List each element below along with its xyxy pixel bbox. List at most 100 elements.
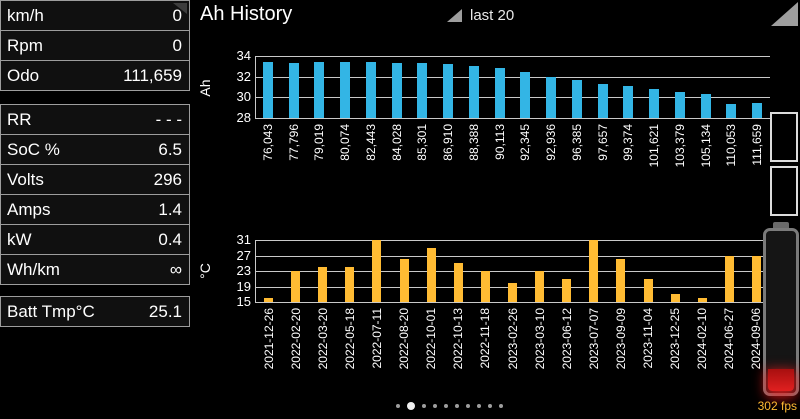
gauge-row-wh-km: Wh/km ∞ — [0, 254, 190, 285]
gauge-value-volts: 296 — [153, 169, 182, 189]
bar — [643, 278, 653, 302]
x-tick-label: 2024-09-06 — [749, 308, 764, 370]
indicator-box-bottom — [770, 166, 798, 216]
x-tick-label: 90,113 — [492, 124, 507, 160]
x-tick-label: 97,657 — [595, 124, 610, 161]
range-selector[interactable]: last 20 — [470, 7, 515, 24]
page-dot[interactable] — [455, 404, 459, 408]
x-tick-label: 2022-11-18 — [478, 308, 493, 369]
x-tick-label: 2022-02-20 — [288, 308, 303, 370]
page-dot-active[interactable] — [407, 402, 415, 410]
y-tick-label: 28 — [236, 110, 251, 125]
x-tick-label: 92,936 — [544, 124, 559, 161]
range-dropdown-icon[interactable] — [771, 2, 798, 26]
gauge-label-km-h: km/h — [7, 5, 44, 25]
bar — [597, 83, 608, 118]
page-dot[interactable] — [444, 404, 448, 408]
bar — [623, 85, 634, 118]
x-tick-label: 2022-07-11 — [369, 308, 384, 369]
bar — [674, 92, 685, 118]
bar — [391, 63, 402, 118]
gauge-label-kw: kW — [7, 229, 32, 249]
bar — [571, 79, 582, 118]
x-tick-label: 92,345 — [518, 124, 533, 161]
gauge-label-soc: SoC % — [7, 139, 60, 159]
page-indicator[interactable] — [396, 401, 503, 411]
page-dot[interactable] — [499, 404, 503, 408]
gauge-group-2: Batt Tmp°C 25.1 — [0, 296, 190, 327]
gridline — [255, 240, 770, 241]
title-dropdown-icon[interactable] — [447, 9, 462, 22]
y-tick-label: 15 — [236, 294, 251, 309]
bar — [468, 66, 479, 118]
x-tick-label: 99,374 — [621, 124, 636, 161]
page-title[interactable]: Ah History — [200, 3, 293, 25]
x-tick-label: 79,019 — [312, 124, 327, 161]
x-tick-label: 111,659 — [750, 124, 765, 166]
page-dot[interactable] — [466, 404, 470, 408]
gauge-label-amps: Amps — [7, 199, 51, 219]
gridline — [255, 271, 770, 272]
bar — [700, 94, 711, 118]
gauge-row-rr: RR - - - — [0, 104, 190, 135]
y-tick-label: 23 — [236, 263, 251, 278]
gauge-value-amps: 1.4 — [158, 199, 182, 219]
x-tick-label: 2024-02-10 — [695, 308, 710, 370]
battery-icon — [763, 228, 799, 396]
gauge-value-rr: - - - — [155, 109, 182, 129]
y-tick-label: 27 — [236, 247, 251, 263]
x-tick-label: 2021-12-26 — [261, 308, 276, 370]
x-tick-label: 2022-10-01 — [424, 308, 439, 370]
x-tick-label: 2023-11-04 — [641, 308, 656, 369]
bar — [726, 103, 737, 118]
gridline — [255, 76, 770, 78]
bar — [546, 76, 557, 118]
y-tick-label: 30 — [236, 89, 251, 105]
x-tick-label: 2023-02-26 — [505, 308, 520, 370]
bar — [616, 259, 626, 302]
x-tick-label: 82,443 — [363, 124, 378, 161]
x-tick-label: 85,301 — [415, 124, 430, 161]
bar — [697, 298, 707, 302]
gauge-row-batt-tmp-c: Batt Tmp°C 25.1 — [0, 296, 190, 327]
bar — [443, 64, 454, 118]
battery-terminal-icon — [773, 222, 789, 229]
x-tick-label: 84,028 — [389, 124, 404, 161]
bar — [480, 271, 490, 302]
page-dot[interactable] — [396, 404, 400, 408]
y-axis-label: °C — [197, 263, 213, 279]
gauge-group-1: RR - - - SoC % 6.5 Volts 296 Amps 1.4 kW 0.4 Wh/km… — [0, 104, 190, 285]
gauge-label-volts: Volts — [7, 169, 44, 189]
x-tick-label: 2022-03-20 — [315, 308, 330, 370]
x-tick-label: 103,379 — [672, 124, 687, 168]
fps-counter: 302 fps — [757, 399, 797, 413]
x-tick-label: 86,910 — [441, 124, 456, 161]
page-dot[interactable] — [422, 404, 426, 408]
gauge-row-kw: kW 0.4 — [0, 224, 190, 255]
gauge-value-soc: 6.5 — [158, 139, 182, 159]
y-axis-label: Ah — [197, 79, 213, 97]
gridline — [255, 302, 770, 303]
bar — [562, 278, 572, 302]
gauge-label-odo: Odo — [7, 65, 40, 85]
bar — [426, 247, 436, 302]
gauge-label-rpm: Rpm — [7, 35, 43, 55]
page-dot[interactable] — [433, 404, 437, 408]
x-tick-label: 2024-06-27 — [722, 308, 737, 370]
y-tick-label: 19 — [236, 278, 251, 294]
gauge-group-0: km/h 0 Rpm 0 Odo 111,659 — [0, 0, 190, 91]
page-dot[interactable] — [488, 404, 492, 408]
x-tick-label: 2023-03-10 — [532, 308, 547, 370]
bar — [724, 255, 734, 302]
gauge-row-km-h: km/h 0 — [0, 0, 190, 31]
page-dot[interactable] — [477, 404, 481, 408]
x-tick-label: 88,388 — [466, 124, 481, 161]
indicator-box-top — [770, 112, 798, 162]
gauge-row-volts: Volts 296 — [0, 164, 190, 195]
bar — [494, 68, 505, 118]
gauge-value-batt-tmp-c: 25.1 — [148, 301, 182, 321]
gridline — [255, 56, 770, 57]
x-tick-label: 110,053 — [724, 124, 739, 167]
y-axis-line — [255, 240, 256, 302]
